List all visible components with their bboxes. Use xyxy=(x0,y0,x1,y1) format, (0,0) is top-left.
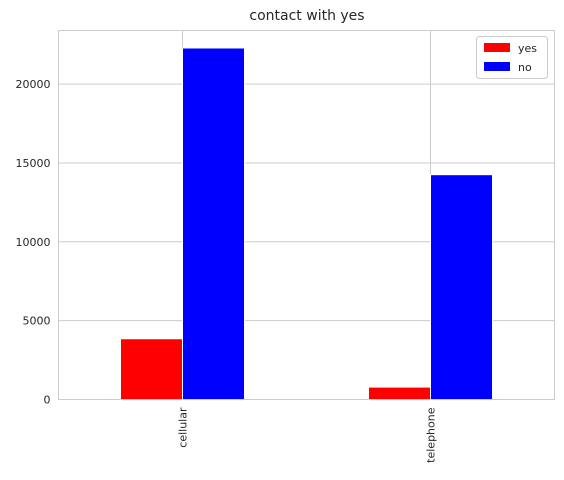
y-tick-label: 10000 xyxy=(16,236,51,249)
bar-no xyxy=(182,47,245,401)
bar-no xyxy=(430,174,493,400)
legend-swatch-yes xyxy=(484,43,510,52)
legend-label-yes: yes xyxy=(518,42,537,55)
legend: yes no xyxy=(476,36,548,79)
x-axis: cellular telephone xyxy=(177,407,438,463)
x-tick-label: cellular xyxy=(177,407,190,448)
y-tick-label: 15000 xyxy=(16,157,51,170)
y-tick-label: 20000 xyxy=(16,78,51,91)
bar-yes xyxy=(368,386,431,401)
y-tick-label: 5000 xyxy=(23,315,51,328)
bars xyxy=(120,47,493,401)
y-axis: 0 5000 10000 15000 20000 xyxy=(16,78,51,406)
x-tick-label: telephone xyxy=(425,407,438,463)
plot-frame xyxy=(58,30,555,400)
y-tick-label: 0 xyxy=(44,394,51,407)
bar-yes xyxy=(120,338,183,400)
legend-swatch-no xyxy=(484,62,510,71)
chart-title: contact with yes xyxy=(249,8,364,24)
legend-label-no: no xyxy=(518,61,532,74)
